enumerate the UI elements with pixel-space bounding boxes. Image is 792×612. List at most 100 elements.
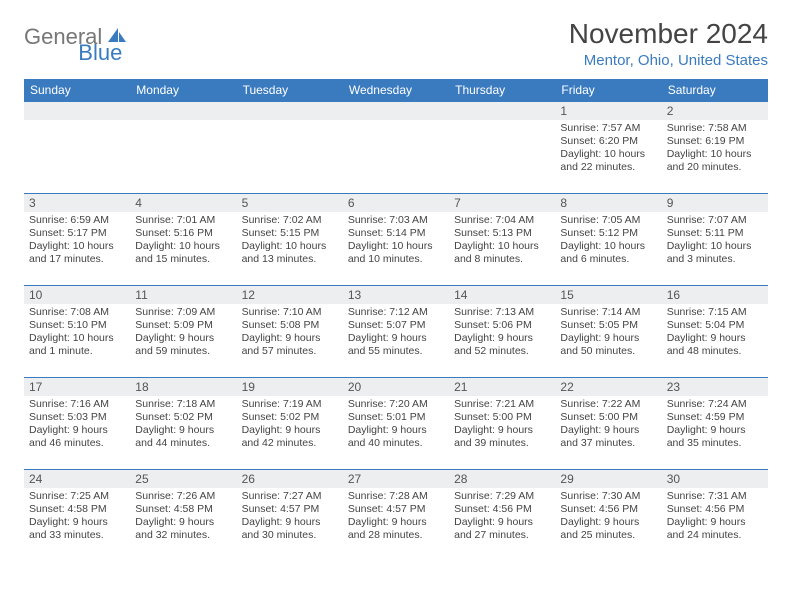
day-header: Tuesday — [237, 79, 343, 102]
day-details: Sunrise: 7:07 AMSunset: 5:11 PMDaylight:… — [662, 212, 768, 271]
calendar-cell: 18Sunrise: 7:18 AMSunset: 5:02 PMDayligh… — [130, 378, 236, 470]
calendar-cell: 27Sunrise: 7:28 AMSunset: 4:57 PMDayligh… — [343, 470, 449, 562]
calendar-cell — [343, 102, 449, 194]
day-number: 4 — [130, 194, 236, 212]
day-number: 27 — [343, 470, 449, 488]
day-number: 5 — [237, 194, 343, 212]
calendar-cell: 1Sunrise: 7:57 AMSunset: 6:20 PMDaylight… — [555, 102, 661, 194]
calendar-cell: 29Sunrise: 7:30 AMSunset: 4:56 PMDayligh… — [555, 470, 661, 562]
day-details: Sunrise: 7:25 AMSunset: 4:58 PMDaylight:… — [24, 488, 130, 547]
day-header: Thursday — [449, 79, 555, 102]
day-details: Sunrise: 7:14 AMSunset: 5:05 PMDaylight:… — [555, 304, 661, 363]
day-header: Monday — [130, 79, 236, 102]
day-number: 16 — [662, 286, 768, 304]
day-details: Sunrise: 7:09 AMSunset: 5:09 PMDaylight:… — [130, 304, 236, 363]
calendar-cell: 23Sunrise: 7:24 AMSunset: 4:59 PMDayligh… — [662, 378, 768, 470]
day-number: 2 — [662, 102, 768, 120]
day-details: Sunrise: 7:18 AMSunset: 5:02 PMDaylight:… — [130, 396, 236, 455]
calendar-cell: 25Sunrise: 7:26 AMSunset: 4:58 PMDayligh… — [130, 470, 236, 562]
day-number: 29 — [555, 470, 661, 488]
calendar-cell: 22Sunrise: 7:22 AMSunset: 5:00 PMDayligh… — [555, 378, 661, 470]
calendar-body: 1Sunrise: 7:57 AMSunset: 6:20 PMDaylight… — [24, 102, 768, 562]
day-details: Sunrise: 7:28 AMSunset: 4:57 PMDaylight:… — [343, 488, 449, 547]
day-number: 7 — [449, 194, 555, 212]
calendar-cell: 17Sunrise: 7:16 AMSunset: 5:03 PMDayligh… — [24, 378, 130, 470]
calendar-cell: 6Sunrise: 7:03 AMSunset: 5:14 PMDaylight… — [343, 194, 449, 286]
day-details: Sunrise: 7:24 AMSunset: 4:59 PMDaylight:… — [662, 396, 768, 455]
calendar-cell: 21Sunrise: 7:21 AMSunset: 5:00 PMDayligh… — [449, 378, 555, 470]
calendar-cell: 3Sunrise: 6:59 AMSunset: 5:17 PMDaylight… — [24, 194, 130, 286]
day-details: Sunrise: 7:30 AMSunset: 4:56 PMDaylight:… — [555, 488, 661, 547]
calendar-head: SundayMondayTuesdayWednesdayThursdayFrid… — [24, 79, 768, 102]
day-details: Sunrise: 7:57 AMSunset: 6:20 PMDaylight:… — [555, 120, 661, 179]
day-number: 8 — [555, 194, 661, 212]
calendar-cell: 13Sunrise: 7:12 AMSunset: 5:07 PMDayligh… — [343, 286, 449, 378]
day-details: Sunrise: 7:29 AMSunset: 4:56 PMDaylight:… — [449, 488, 555, 547]
day-number: 30 — [662, 470, 768, 488]
calendar-cell — [24, 102, 130, 194]
calendar-cell: 11Sunrise: 7:09 AMSunset: 5:09 PMDayligh… — [130, 286, 236, 378]
day-header: Saturday — [662, 79, 768, 102]
day-details: Sunrise: 7:16 AMSunset: 5:03 PMDaylight:… — [24, 396, 130, 455]
day-details: Sunrise: 7:02 AMSunset: 5:15 PMDaylight:… — [237, 212, 343, 271]
calendar-cell: 20Sunrise: 7:20 AMSunset: 5:01 PMDayligh… — [343, 378, 449, 470]
calendar-cell: 5Sunrise: 7:02 AMSunset: 5:15 PMDaylight… — [237, 194, 343, 286]
day-number: 12 — [237, 286, 343, 304]
day-details: Sunrise: 7:13 AMSunset: 5:06 PMDaylight:… — [449, 304, 555, 363]
day-details: Sunrise: 7:01 AMSunset: 5:16 PMDaylight:… — [130, 212, 236, 271]
day-details: Sunrise: 7:05 AMSunset: 5:12 PMDaylight:… — [555, 212, 661, 271]
day-number: 20 — [343, 378, 449, 396]
day-number: 10 — [24, 286, 130, 304]
day-details: Sunrise: 7:10 AMSunset: 5:08 PMDaylight:… — [237, 304, 343, 363]
day-details: Sunrise: 7:20 AMSunset: 5:01 PMDaylight:… — [343, 396, 449, 455]
day-number: 19 — [237, 378, 343, 396]
day-header: Wednesday — [343, 79, 449, 102]
month-title: November 2024 — [569, 18, 768, 50]
logo: General Blue — [24, 18, 176, 50]
day-header: Friday — [555, 79, 661, 102]
calendar-cell: 14Sunrise: 7:13 AMSunset: 5:06 PMDayligh… — [449, 286, 555, 378]
day-number: 1 — [555, 102, 661, 120]
day-number: 26 — [237, 470, 343, 488]
header: General Blue November 2024 Mentor, Ohio,… — [24, 18, 768, 69]
calendar-cell: 7Sunrise: 7:04 AMSunset: 5:13 PMDaylight… — [449, 194, 555, 286]
day-number: 28 — [449, 470, 555, 488]
calendar-cell: 16Sunrise: 7:15 AMSunset: 5:04 PMDayligh… — [662, 286, 768, 378]
calendar-cell: 4Sunrise: 7:01 AMSunset: 5:16 PMDaylight… — [130, 194, 236, 286]
calendar-cell: 26Sunrise: 7:27 AMSunset: 4:57 PMDayligh… — [237, 470, 343, 562]
day-number: 14 — [449, 286, 555, 304]
calendar-cell: 12Sunrise: 7:10 AMSunset: 5:08 PMDayligh… — [237, 286, 343, 378]
day-number: 23 — [662, 378, 768, 396]
calendar-cell — [130, 102, 236, 194]
day-number: 11 — [130, 286, 236, 304]
day-details: Sunrise: 7:15 AMSunset: 5:04 PMDaylight:… — [662, 304, 768, 363]
day-header: Sunday — [24, 79, 130, 102]
day-number: 21 — [449, 378, 555, 396]
day-number: 24 — [24, 470, 130, 488]
day-number: 6 — [343, 194, 449, 212]
day-details: Sunrise: 7:12 AMSunset: 5:07 PMDaylight:… — [343, 304, 449, 363]
calendar-table: SundayMondayTuesdayWednesdayThursdayFrid… — [24, 79, 768, 562]
location: Mentor, Ohio, United States — [569, 52, 768, 69]
calendar-cell: 8Sunrise: 7:05 AMSunset: 5:12 PMDaylight… — [555, 194, 661, 286]
day-details: Sunrise: 6:59 AMSunset: 5:17 PMDaylight:… — [24, 212, 130, 271]
logo-text-blue: Blue — [78, 40, 122, 66]
day-number: 9 — [662, 194, 768, 212]
day-details: Sunrise: 7:08 AMSunset: 5:10 PMDaylight:… — [24, 304, 130, 363]
day-details: Sunrise: 7:31 AMSunset: 4:56 PMDaylight:… — [662, 488, 768, 547]
day-details: Sunrise: 7:03 AMSunset: 5:14 PMDaylight:… — [343, 212, 449, 271]
day-details: Sunrise: 7:04 AMSunset: 5:13 PMDaylight:… — [449, 212, 555, 271]
calendar-cell: 2Sunrise: 7:58 AMSunset: 6:19 PMDaylight… — [662, 102, 768, 194]
day-details: Sunrise: 7:22 AMSunset: 5:00 PMDaylight:… — [555, 396, 661, 455]
calendar-cell: 10Sunrise: 7:08 AMSunset: 5:10 PMDayligh… — [24, 286, 130, 378]
day-details: Sunrise: 7:58 AMSunset: 6:19 PMDaylight:… — [662, 120, 768, 179]
day-details: Sunrise: 7:26 AMSunset: 4:58 PMDaylight:… — [130, 488, 236, 547]
day-details: Sunrise: 7:27 AMSunset: 4:57 PMDaylight:… — [237, 488, 343, 547]
calendar-cell: 19Sunrise: 7:19 AMSunset: 5:02 PMDayligh… — [237, 378, 343, 470]
day-number: 18 — [130, 378, 236, 396]
day-number: 17 — [24, 378, 130, 396]
day-number: 15 — [555, 286, 661, 304]
day-number: 25 — [130, 470, 236, 488]
calendar-cell: 30Sunrise: 7:31 AMSunset: 4:56 PMDayligh… — [662, 470, 768, 562]
calendar-cell — [237, 102, 343, 194]
